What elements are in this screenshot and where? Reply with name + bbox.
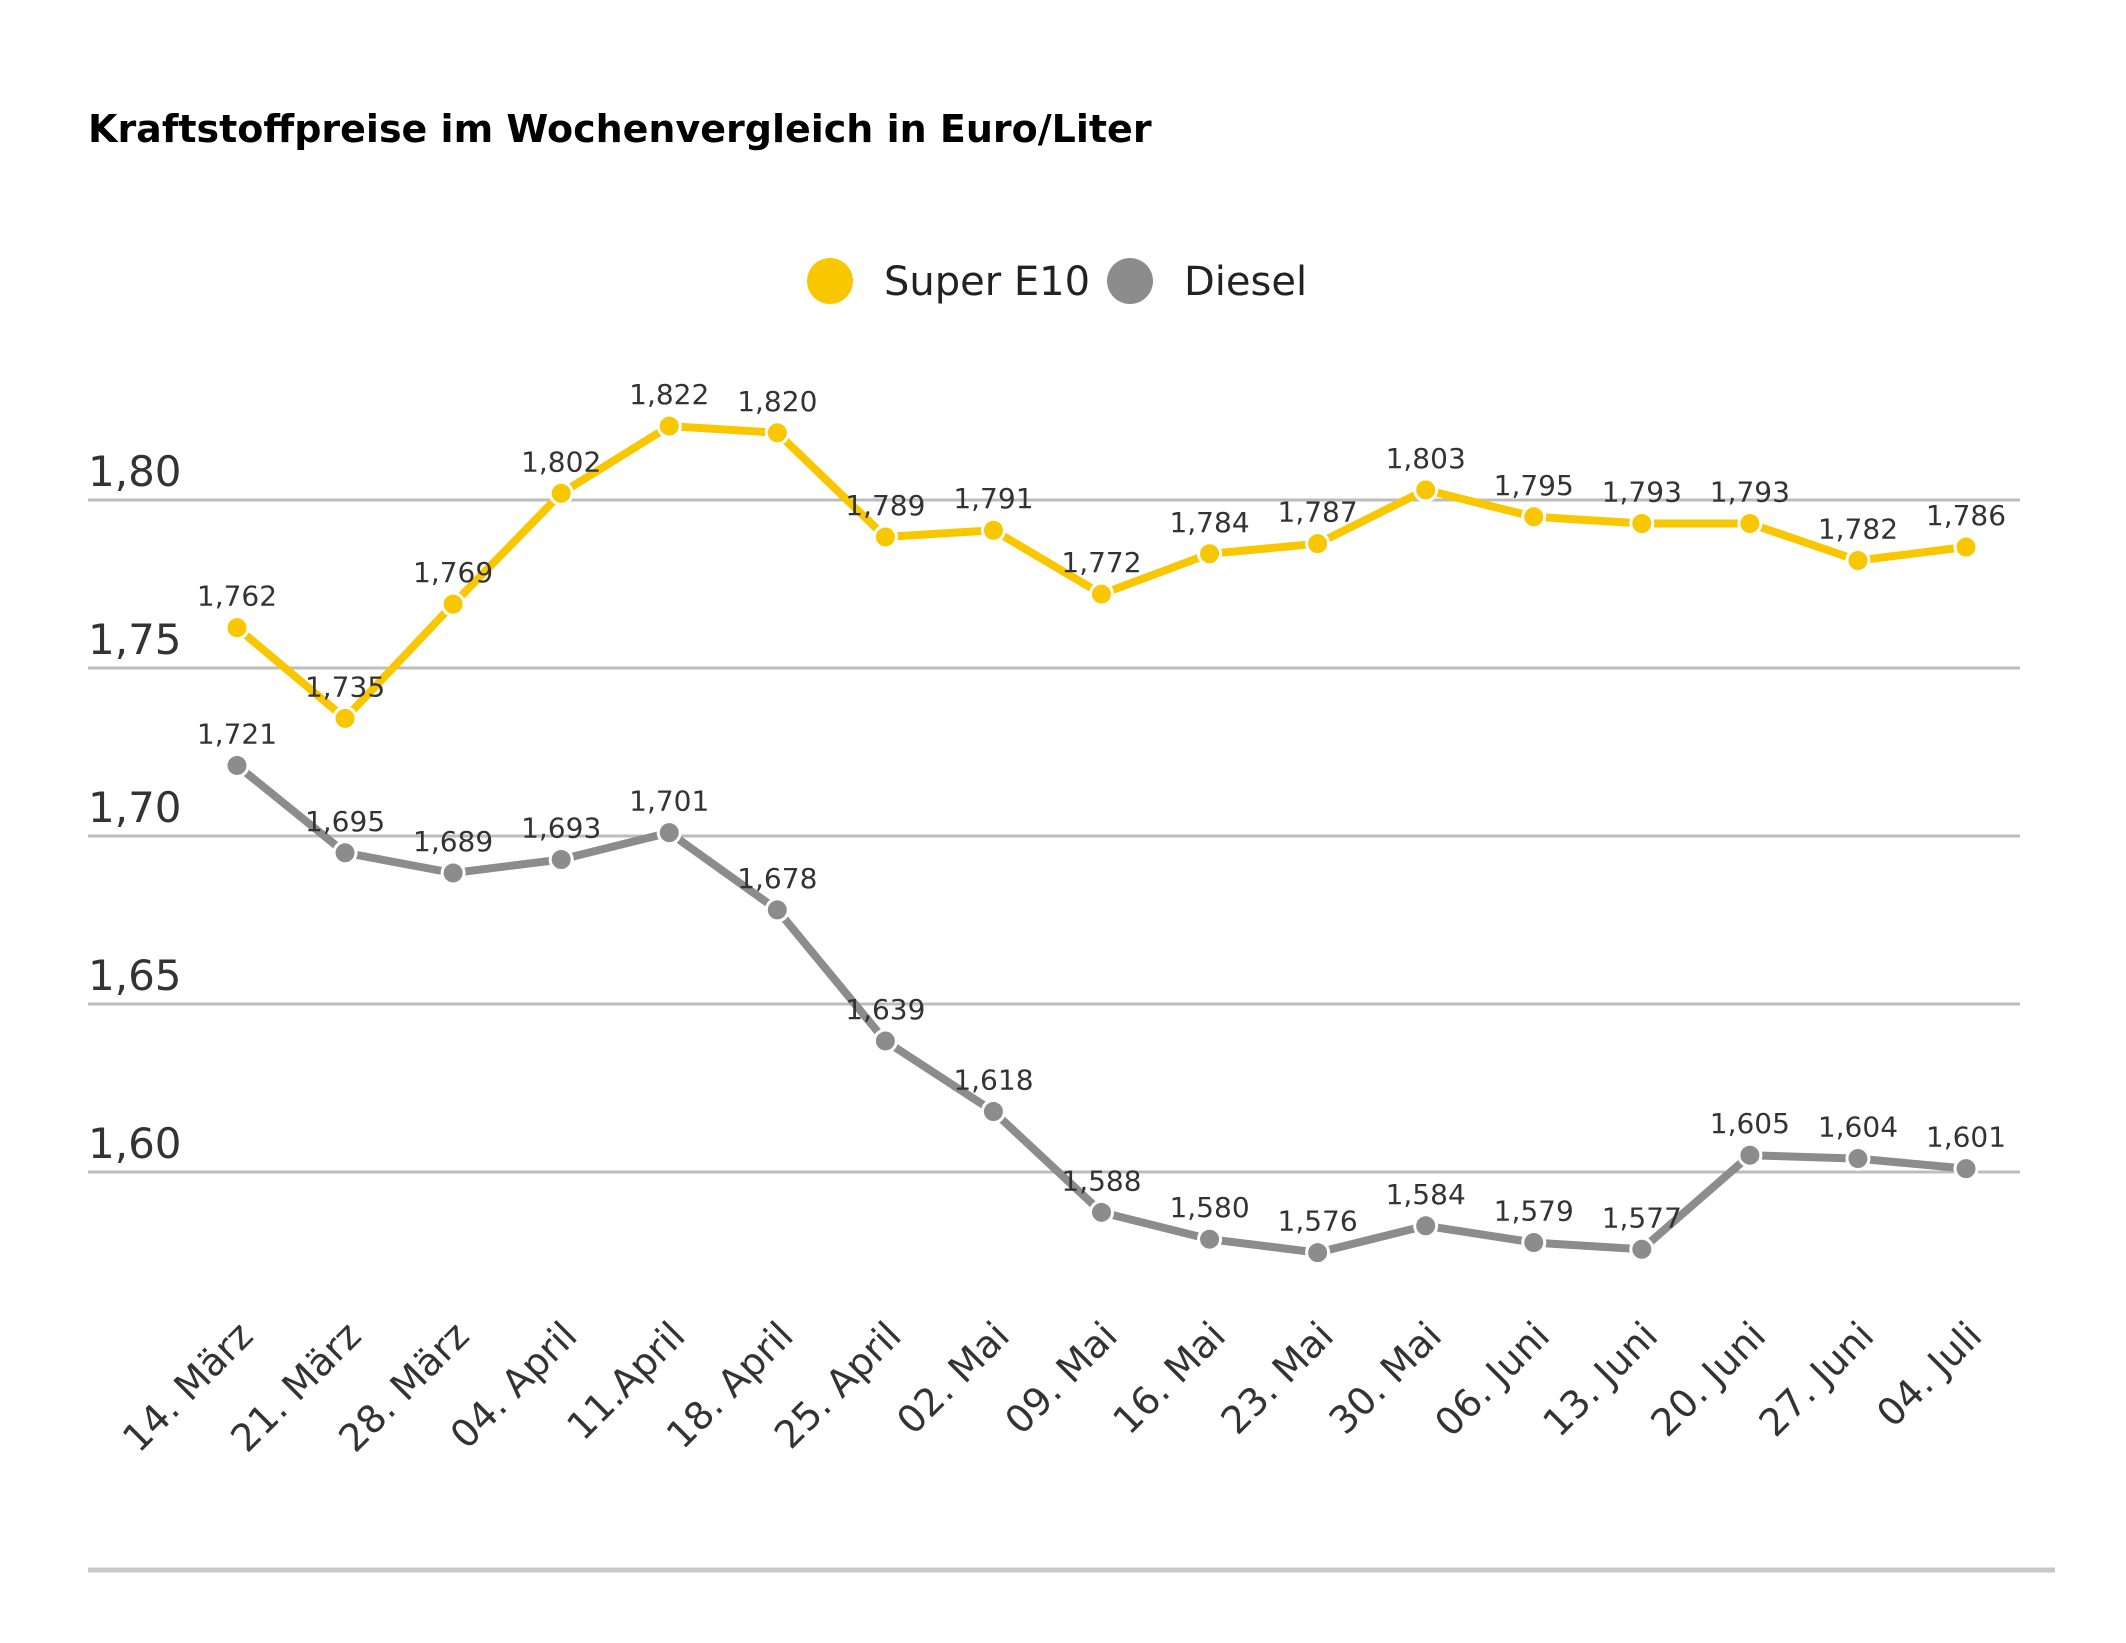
x-tick-label: 06. Juni	[1426, 1313, 1558, 1445]
data-point-super-e10	[1737, 511, 1763, 537]
data-label-super-e10: 1,786	[1926, 499, 2006, 532]
data-point-diesel	[332, 840, 358, 866]
x-tick-label: 02. Mai	[888, 1313, 1018, 1443]
grid-layer	[88, 498, 2020, 1174]
data-label-super-e10: 1,793	[1710, 476, 1790, 509]
y-tick-label: 1,60	[88, 1119, 182, 1168]
chart-title: Kraftstoffpreise im Wochenvergleich in E…	[88, 107, 1152, 151]
data-label-diesel: 1,604	[1818, 1111, 1898, 1144]
data-point-super-e10	[224, 615, 250, 641]
data-label-diesel: 1,693	[521, 812, 601, 845]
data-label-super-e10: 1,820	[737, 385, 817, 418]
data-label-diesel: 1,689	[413, 825, 493, 858]
data-label-super-e10: 1,802	[521, 445, 601, 478]
data-label-super-e10: 1,803	[1386, 442, 1466, 475]
data-point-super-e10	[764, 420, 790, 446]
data-label-diesel: 1,618	[953, 1064, 1033, 1097]
data-point-diesel	[1413, 1213, 1439, 1239]
data-point-super-e10	[548, 480, 574, 506]
data-label-diesel: 1,576	[1278, 1205, 1358, 1238]
data-point-super-e10	[872, 524, 898, 550]
data-point-diesel	[1197, 1226, 1223, 1252]
data-point-diesel	[1305, 1240, 1331, 1266]
data-label-super-e10: 1,822	[629, 378, 709, 411]
data-point-diesel	[548, 847, 574, 873]
data-point-diesel	[224, 752, 250, 778]
data-point-super-e10	[1845, 547, 1871, 573]
data-point-super-e10	[332, 705, 358, 731]
data-label-diesel: 1,579	[1494, 1195, 1574, 1228]
data-label-diesel: 1,588	[1061, 1164, 1141, 1197]
legend-label-super-e10: Super E10	[884, 259, 1090, 305]
data-point-diesel	[1089, 1199, 1114, 1225]
series-layer: 1,762 1,735 1,769 1,802 1,822 1,820 1,789 1,791…	[197, 378, 2006, 1266]
data-point-super-e10	[1953, 534, 1979, 560]
data-label-super-e10: 1,791	[953, 482, 1033, 515]
x-tick-label: 30. Mai	[1321, 1313, 1451, 1443]
data-point-super-e10	[1413, 477, 1439, 503]
data-point-diesel	[1737, 1142, 1763, 1168]
data-label-super-e10: 1,782	[1818, 512, 1898, 545]
data-label-super-e10: 1,795	[1494, 469, 1574, 502]
x-tick-label: 20. Juni	[1642, 1313, 1774, 1445]
legend-label-diesel: Diesel	[1184, 259, 1307, 305]
data-point-super-e10	[440, 591, 466, 617]
data-label-super-e10: 1,784	[1169, 506, 1249, 539]
data-label-super-e10: 1,735	[305, 670, 385, 703]
data-point-super-e10	[1629, 511, 1655, 537]
data-point-diesel	[1845, 1146, 1871, 1172]
legend: Super E10 Diesel	[807, 258, 1307, 305]
data-point-diesel	[872, 1028, 898, 1054]
data-label-diesel: 1,639	[845, 993, 925, 1026]
data-label-diesel: 1,584	[1386, 1178, 1466, 1211]
data-point-super-e10	[1305, 531, 1331, 557]
data-label-diesel: 1,605	[1710, 1107, 1790, 1140]
data-point-diesel	[1629, 1236, 1655, 1262]
data-point-super-e10	[1197, 541, 1223, 567]
data-label-diesel: 1,695	[305, 805, 385, 838]
data-label-diesel: 1,577	[1602, 1201, 1682, 1234]
data-point-diesel	[656, 820, 682, 846]
data-point-super-e10	[980, 517, 1006, 543]
y-tick-label: 1,65	[88, 951, 182, 1000]
data-point-diesel	[440, 860, 466, 886]
x-tick-label: 23. Mai	[1212, 1313, 1342, 1443]
x-tick-label: 27. Juni	[1750, 1313, 1882, 1445]
data-label-diesel: 1,601	[1926, 1121, 2006, 1154]
data-label-super-e10: 1,789	[845, 489, 925, 522]
data-point-diesel	[980, 1099, 1006, 1125]
y-tick-label: 1,80	[88, 447, 182, 496]
data-label-super-e10: 1,787	[1278, 496, 1358, 529]
x-tick-label: 13. Juni	[1534, 1313, 1666, 1445]
data-label-super-e10: 1,793	[1602, 476, 1682, 509]
data-label-super-e10: 1,762	[197, 580, 277, 613]
data-label-diesel: 1,721	[197, 717, 277, 750]
data-point-diesel	[1521, 1230, 1547, 1256]
x-tick-label: 09. Mai	[996, 1313, 1126, 1443]
x-tick-label: 16. Mai	[1104, 1313, 1234, 1443]
data-label-diesel: 1,678	[737, 862, 817, 895]
legend-swatch-diesel	[1107, 258, 1153, 304]
data-point-diesel	[1953, 1156, 1979, 1182]
data-point-diesel	[764, 897, 790, 923]
data-point-super-e10	[1521, 504, 1547, 530]
data-label-diesel: 1,580	[1169, 1191, 1249, 1224]
x-tick-label: 04. Juli	[1868, 1313, 1990, 1435]
data-label-diesel: 1,701	[629, 785, 709, 818]
data-label-super-e10: 1,769	[413, 556, 493, 589]
y-tick-label: 1,70	[88, 783, 182, 832]
data-point-super-e10	[1089, 581, 1114, 607]
legend-swatch-super-e10	[807, 258, 853, 304]
data-point-super-e10	[656, 413, 682, 439]
y-axis: 1,60 1,65 1,70 1,75 1,80	[88, 447, 182, 1168]
y-tick-label: 1,75	[88, 615, 182, 664]
data-label-super-e10: 1,772	[1061, 546, 1141, 579]
